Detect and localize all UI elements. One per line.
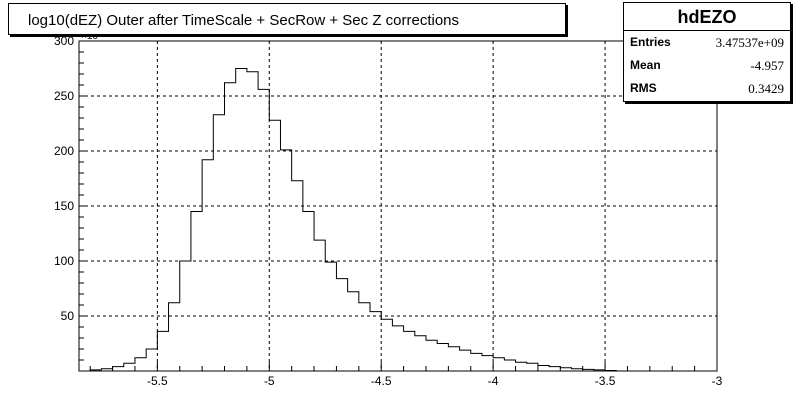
stats-row-rms: RMS 0.3429 (630, 81, 784, 101)
histogram-bin (258, 89, 269, 371)
histogram-bin (538, 366, 549, 372)
x-tick-label: -4 (488, 374, 499, 388)
histogram-bin (124, 363, 135, 371)
stats-box: hdEZO Entries 3.47537e+09 Mean -4.957 RM… (623, 2, 791, 102)
histogram-bin (504, 360, 515, 371)
histogram-bin (516, 362, 527, 371)
histogram-bin (292, 181, 303, 371)
x-tick-label: -5.5 (147, 374, 168, 388)
histogram-bin (426, 340, 437, 371)
histogram-bin (448, 347, 459, 371)
histogram-bin (169, 303, 180, 371)
histogram-bin (336, 279, 347, 371)
histogram-bin (191, 212, 202, 372)
stats-row-mean: Mean -4.957 (630, 58, 784, 78)
histogram-bin (460, 350, 471, 371)
histogram-bin (549, 367, 560, 371)
histogram-bin (180, 261, 191, 371)
histogram-bin (404, 331, 415, 371)
histogram-bin (314, 240, 325, 371)
title-box: log10(dEZ) Outer after TimeScale + SecRo… (8, 3, 566, 35)
stats-histogram-name: hdEZO (624, 3, 790, 31)
x-tick-label: -3.5 (595, 374, 616, 388)
histogram-bin (213, 115, 224, 371)
stats-label: Mean (630, 58, 661, 72)
stats-value: 3.47537e+09 (715, 35, 784, 50)
y-tick-label: 50 (61, 309, 75, 323)
histogram-bin (359, 303, 370, 371)
histogram-bin (280, 150, 291, 371)
histogram-bin (381, 319, 392, 371)
stats-value: 0.3429 (748, 81, 784, 96)
histogram-bin (415, 336, 426, 371)
histogram-bin (113, 367, 124, 371)
histogram-bin (325, 262, 336, 371)
histogram-bin (370, 312, 381, 371)
histogram-bin (135, 358, 146, 371)
histogram-bin (392, 326, 403, 371)
histogram-bin (348, 292, 359, 371)
stats-value: -4.957 (750, 58, 784, 73)
histogram-bin (236, 69, 247, 372)
histogram-bin (493, 358, 504, 371)
histogram-bin (202, 160, 213, 371)
histogram-bin (146, 349, 157, 371)
chart-title: log10(dEZ) Outer after TimeScale + SecRo… (28, 12, 460, 29)
x-tick-label: -3 (712, 374, 723, 388)
y-tick-label: 100 (54, 254, 74, 268)
histogram-bin (269, 120, 280, 371)
stats-row-entries: Entries 3.47537e+09 (630, 35, 784, 55)
y-tick-label: 300 (54, 34, 74, 48)
histogram-bin (303, 212, 314, 372)
y-tick-label: 200 (54, 144, 74, 158)
histogram-bin (471, 353, 482, 371)
y-tick-label: 150 (54, 199, 74, 213)
y-exponent-label: ×10⁶ (81, 31, 102, 42)
histogram-bin (247, 72, 258, 371)
histogram-bin (157, 331, 168, 371)
histogram-bin (482, 356, 493, 371)
stats-label: RMS (630, 81, 657, 95)
histogram-bin (437, 344, 448, 372)
histogram-bin (225, 83, 236, 371)
y-tick-label: 250 (54, 89, 74, 103)
stats-label: Entries (630, 35, 671, 49)
histogram-bin (527, 363, 538, 371)
x-tick-label: -4.5 (371, 374, 392, 388)
histogram-outline (79, 68, 717, 372)
x-tick-label: -5 (264, 374, 275, 388)
